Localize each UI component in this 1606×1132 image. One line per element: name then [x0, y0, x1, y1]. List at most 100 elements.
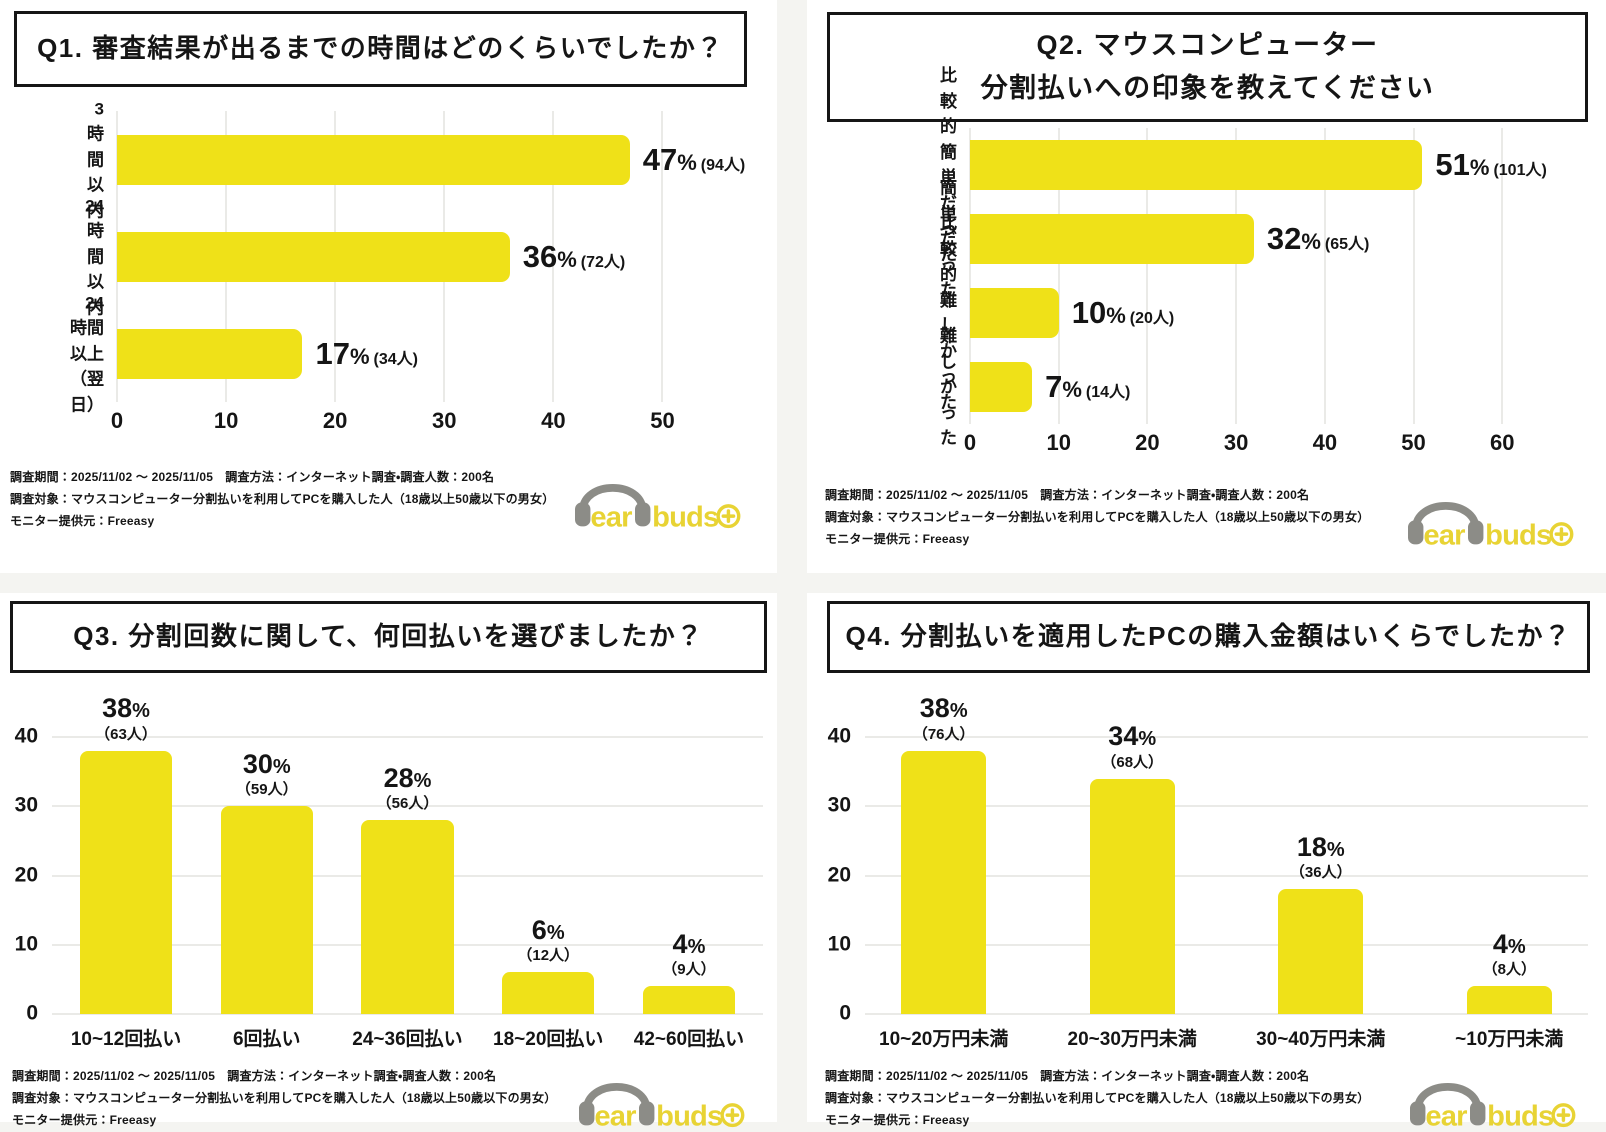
q2-x-axis: 0 10 20 30 40 50 60 — [964, 430, 1520, 462]
axis-tick: 40 — [14, 724, 38, 748]
value-label: 38% （63人） — [95, 692, 157, 743]
survey-target: 調査対象：マウスコンピューター分割払いを利用してPCを購入した人（18歳以上50… — [825, 1091, 1370, 1106]
value-label: 36% (72人) — [523, 239, 626, 275]
q1-x-axis: 0 10 20 30 40 50 — [111, 408, 717, 440]
category-label: 10~20万円未満 — [879, 1029, 1009, 1050]
q3-x-axis: 10~12回払い 6回払い 24~36回払い 18~20回払い 42~60回払い — [52, 1024, 763, 1051]
q2-title-box: Q2. マウスコンピューター 分割払いへの印象を教えてください — [827, 12, 1588, 122]
q1-bar-chart: 3時間以内 47% (94人) 24時間以内 36% (72人) 24時間以上 （翌… — [70, 99, 745, 440]
value-label: 51% (101人) — [1435, 147, 1546, 183]
survey-period: 調査期間：2025/11/02 ～ 2025/11/05 調査方法：インターネッ… — [825, 1069, 1310, 1083]
axis-tick: 10 — [827, 932, 851, 956]
gridline — [969, 128, 971, 424]
bar-row: 24時間以上 （翌日） 17% (34人) — [70, 293, 717, 414]
bar — [220, 806, 313, 1014]
category-label: 30~40万円未満 — [1256, 1029, 1386, 1050]
gridline — [1235, 128, 1238, 424]
survey-period: 調査期間：2025/11/02 ～ 2025/11/05 調査方法：インターネッ… — [10, 470, 495, 484]
category-label: 24時間以内 — [85, 195, 104, 317]
survey-period: 調査期間：2025/11/02 ～ 2025/11/05 調査方法：インターネッ… — [12, 1069, 497, 1083]
chart-panel-q2: Q2. マウスコンピューター 分割払いへの印象を教えてください 比較的簡単だった… — [807, 0, 1606, 573]
headphone-left-cup-icon — [575, 502, 591, 527]
headphone-right-cup-icon — [1470, 1101, 1486, 1126]
chart-panel-q4: Q4. 分割払いを適用したPCの購入金額はいくらでしたか？ 0 10 20 30… — [807, 593, 1606, 1131]
axis-tick: 20 — [827, 863, 851, 887]
percent-value: 30% — [242, 748, 291, 779]
category-label: 簡単だった — [940, 178, 957, 300]
value-label: 10% (20人) — [1072, 295, 1175, 331]
bar — [970, 140, 1423, 190]
axis-tick: 0 — [839, 1001, 851, 1025]
survey-footer: 調査期間：2025/11/02 ～ 2025/11/05 調査方法：インターネッ… — [825, 1065, 1578, 1132]
gridline — [1057, 128, 1060, 424]
bar — [502, 972, 595, 1014]
q2-gridlines — [969, 128, 1520, 424]
count-value: (94人) — [700, 156, 746, 174]
gridline — [865, 736, 1588, 738]
gridline — [865, 805, 1588, 808]
plus-icon — [720, 1103, 745, 1128]
earbuds-logo-svg: ear buds — [575, 484, 741, 533]
percent-sign: % — [1326, 838, 1345, 861]
bar — [1466, 986, 1552, 1014]
category-label: ~10万円未満 — [1455, 1029, 1564, 1050]
value-label: 28% （56人） — [377, 762, 439, 813]
percent-value: 7% — [1045, 369, 1082, 404]
gridline — [1501, 128, 1504, 424]
headphone-left-cup-icon — [1408, 520, 1424, 545]
q1-title: Q1. 審査結果が出るまでの時間はどのくらいでしたか？ — [37, 33, 724, 64]
logo-text-ear: ear — [594, 1101, 636, 1132]
earbuds-logo-svg: ear buds — [1408, 502, 1574, 550]
bar-row: 24時間以内 36% (72人) — [85, 196, 717, 317]
survey-notes: 調査期間：2025/11/02 ～ 2025/11/05 調査方法：インターネッ… — [12, 1065, 556, 1132]
value-label: 4% （9人） — [662, 928, 715, 979]
count-value: (20人) — [1129, 310, 1175, 327]
axis-tick: 40 — [541, 408, 566, 433]
q4-bars: 38% （76人） 34% （68人） 18% （36人） 4% （8人） — [865, 693, 1588, 1014]
headphone-right-cup-icon — [1468, 520, 1484, 545]
percent-sign: % — [1106, 303, 1126, 328]
bar — [1089, 778, 1175, 1014]
percent-value: 38% — [919, 693, 968, 724]
survey-provider: モニター提供元：Freeasy — [825, 532, 970, 547]
bar-row: 簡単だった 32% (65人) — [940, 178, 1520, 299]
headphone-band-icon — [582, 1083, 651, 1115]
bar-column: 6% （12人） — [482, 737, 614, 1014]
q4-column-chart: 0 10 20 30 40 38% （76人） 34% （68人） 18% （36人） — [828, 693, 1588, 1025]
q4-title: Q4. 分割払いを適用したPCの購入金額はいくらでしたか？ — [845, 621, 1572, 652]
count-value: （56人） — [376, 795, 439, 813]
count-value: (14人) — [1085, 384, 1131, 401]
percent-sign: % — [557, 246, 577, 272]
bar — [1278, 889, 1364, 1014]
percent-sign: % — [1469, 155, 1490, 180]
axis-tick: 10 — [1046, 430, 1071, 455]
count-value: （12人） — [517, 947, 580, 965]
percent-sign: % — [349, 343, 370, 369]
percent-value: 28% — [383, 762, 432, 793]
category-label: 比較的難しかった — [940, 214, 957, 412]
gridline — [52, 805, 763, 808]
logo-text-buds: buds — [652, 502, 718, 533]
bar-column: 38% （63人） — [60, 693, 192, 1014]
category-label: 18~20回払い — [493, 1029, 604, 1050]
axis-tick: 0 — [963, 430, 977, 455]
value-label: 34% （68人） — [1101, 720, 1163, 771]
percent-sign: % — [1138, 728, 1157, 751]
value-label: 30% （59人） — [236, 748, 298, 799]
survey-target: 調査対象：マウスコンピューター分割払いを利用してPCを購入した人（18歳以上50… — [825, 510, 1370, 525]
percent-sign: % — [1062, 377, 1082, 402]
percent-sign: % — [687, 935, 706, 958]
percent-value: 32% — [1266, 221, 1321, 256]
percent-value: 4% — [672, 928, 706, 959]
bar — [970, 288, 1059, 338]
count-value: （63人） — [95, 725, 157, 743]
bar — [970, 214, 1254, 264]
percent-value: 34% — [1108, 721, 1157, 752]
axis-tick: 40 — [827, 724, 851, 748]
axis-tick: 10 — [14, 932, 38, 956]
bar — [117, 134, 630, 185]
category-label: 3時間以内 — [87, 98, 104, 220]
survey-notes: 調査期間：2025/11/02 ～ 2025/11/05 調査方法：インターネッ… — [825, 484, 1369, 551]
count-value: (65人) — [1324, 236, 1370, 253]
category-label: 24時間以上 （翌日） — [70, 292, 104, 414]
